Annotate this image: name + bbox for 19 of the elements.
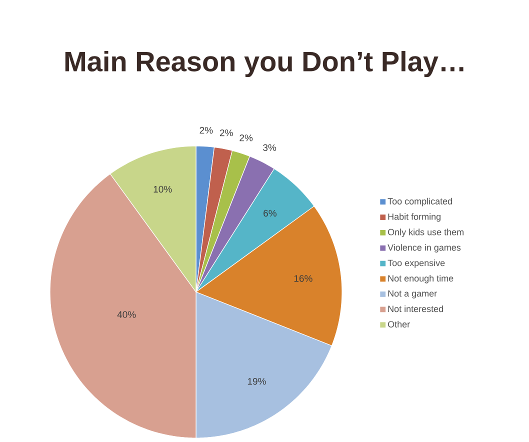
- legend-label: Not interested: [388, 305, 443, 312]
- data-label: 40%: [117, 311, 136, 318]
- legend-label: Habit forming: [388, 213, 440, 222]
- data-label: 2%: [220, 129, 233, 136]
- data-label: 2%: [240, 134, 253, 142]
- data-label: 16%: [294, 275, 312, 282]
- legend-label: Only kids use them: [388, 228, 464, 238]
- legend-label: Too expensive: [388, 260, 445, 268]
- data-label: 10%: [154, 186, 172, 193]
- data-label: 3%: [263, 144, 276, 151]
- legend-label: Violence in games: [388, 244, 461, 252]
- legend-label: Not a gamer: [388, 290, 437, 298]
- data-label: 2%: [200, 126, 213, 134]
- legend-label: Not enough time: [388, 274, 454, 284]
- chart-title: Main Reason you Don’t Play…: [65, 50, 464, 78]
- data-label: 6%: [264, 210, 276, 217]
- legend-label: Too complicated: [388, 198, 452, 206]
- data-label: 19%: [248, 378, 266, 385]
- legend-label: Other: [388, 320, 410, 328]
